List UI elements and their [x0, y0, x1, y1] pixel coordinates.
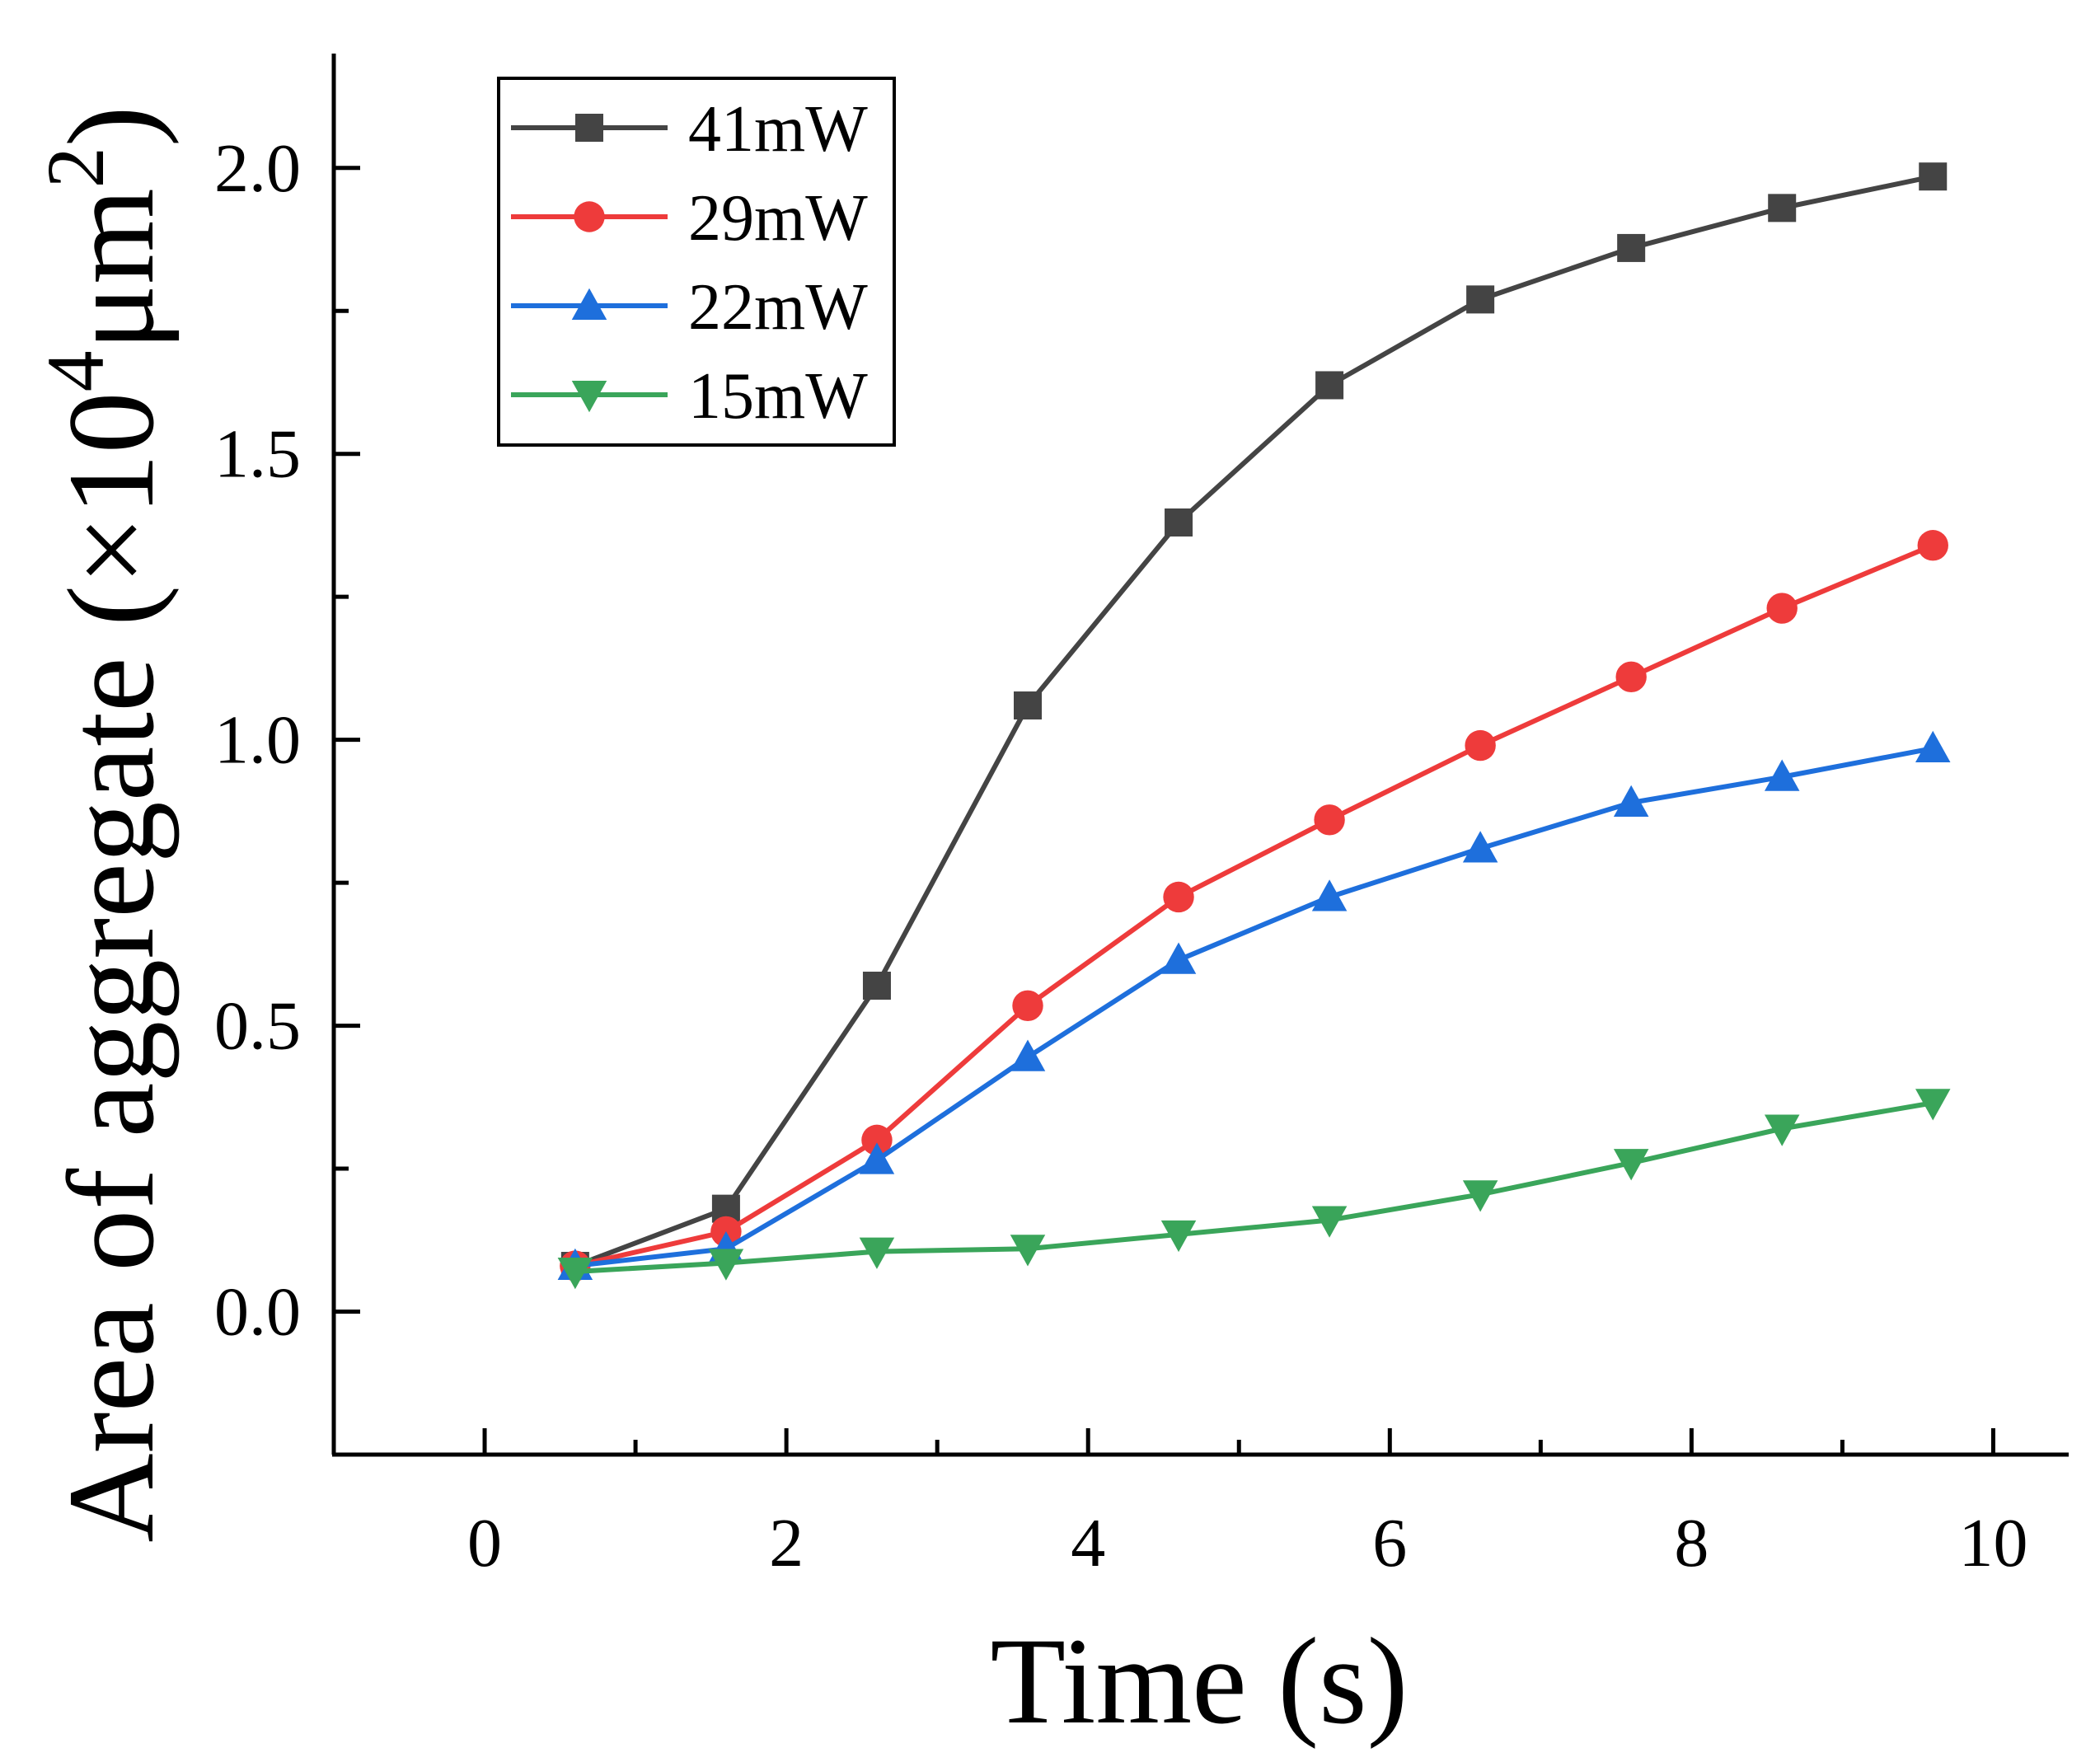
y-axis-title-suffix: )	[43, 105, 180, 147]
y-tick-label: 1.0	[214, 702, 301, 779]
series-line	[574, 1100, 1934, 1274]
square-marker	[1014, 691, 1042, 720]
y-axis-title-prefix: Area of aggregate (×10	[43, 391, 180, 1542]
legend: 41mW 29mW 22mW 15mW	[497, 77, 896, 447]
series-line	[574, 174, 1934, 1268]
x-tick-label: 0	[467, 1505, 502, 1582]
y-tick-label: 0.0	[214, 1274, 301, 1351]
x-tick-label: 8	[1674, 1505, 1709, 1582]
circle-marker	[861, 1124, 893, 1156]
series-layer	[557, 162, 1951, 1290]
circle-marker	[1615, 661, 1647, 693]
legend-label: 15mW	[688, 360, 868, 433]
triangle-up-marker	[1010, 1039, 1046, 1071]
square-marker	[1315, 371, 1344, 400]
square-marker	[575, 114, 603, 142]
triangle-up-marker	[859, 1142, 895, 1174]
legend-label: 22mW	[688, 271, 868, 344]
triangle-down-marker	[1915, 1089, 1951, 1121]
square-marker	[1617, 233, 1646, 262]
y-tick-label: 0.5	[214, 988, 301, 1065]
triangle-up-marker	[1462, 831, 1498, 863]
triangle-down-marker	[571, 381, 607, 413]
triangle-down-marker	[557, 1257, 593, 1290]
square-marker	[1768, 194, 1797, 223]
triangle-up-marker	[571, 288, 607, 320]
circle-marker	[574, 201, 605, 232]
axes: 0 2 4 6 8 10 0.0 0.5 1.0 1.5 2.0	[214, 54, 2069, 1582]
triangle-up-marker	[1613, 785, 1649, 817]
square-marker	[1165, 508, 1193, 537]
y-axis-title-unit: μm	[43, 188, 180, 350]
triangle-down-marker	[859, 1237, 895, 1269]
square-marker	[862, 972, 891, 1000]
triangle-down-marker	[1764, 1114, 1800, 1146]
series-22mW	[557, 730, 1951, 1281]
square-marker	[1919, 162, 1948, 191]
y-axis-title: Area of aggregate (×104μm2)	[30, 105, 180, 1542]
triangle-up-marker	[1915, 730, 1951, 763]
legend-label: 29mW	[688, 182, 868, 255]
triangle-down-marker	[1010, 1235, 1046, 1267]
series-15mW	[557, 1089, 1951, 1290]
circle-marker	[1766, 593, 1798, 624]
square-marker	[1466, 285, 1495, 314]
triangle-up-marker	[1764, 759, 1800, 791]
triangle-down-marker	[1311, 1206, 1348, 1238]
triangle-up-marker	[1311, 879, 1348, 911]
legend-item-15mW: 15mW	[511, 360, 868, 433]
y-tick-label: 2.0	[214, 130, 301, 207]
x-axis-title: Time (s)	[990, 1613, 1408, 1750]
series-line	[574, 542, 1934, 1268]
triangle-down-marker	[1613, 1149, 1649, 1181]
triangle-up-marker	[1160, 942, 1197, 974]
triangle-down-marker	[1462, 1180, 1498, 1212]
legend-item-29mW: 29mW	[511, 182, 868, 255]
series-line	[574, 746, 1934, 1269]
circle-marker	[1012, 990, 1043, 1022]
x-tick-label: 2	[769, 1505, 804, 1582]
legend-label: 41mW	[688, 93, 868, 166]
legend-box	[497, 77, 896, 447]
legend-item-41mW: 41mW	[511, 93, 868, 166]
y-tick-label: 1.5	[214, 416, 301, 493]
circle-marker	[1163, 881, 1194, 913]
series-29mW	[560, 530, 1948, 1282]
legend-item-22mW: 22mW	[511, 271, 868, 344]
x-tick-label: 4	[1071, 1505, 1105, 1582]
circle-marker	[1465, 729, 1496, 762]
x-tick-label: 6	[1372, 1505, 1407, 1582]
circle-marker	[1314, 804, 1345, 836]
y-axis-title-exponent-1: 4	[30, 350, 121, 391]
x-tick-label: 10	[1958, 1505, 2027, 1582]
y-axis-title-exponent-2: 2	[30, 147, 121, 188]
triangle-down-marker	[1160, 1220, 1197, 1253]
triangle-down-marker	[708, 1249, 744, 1281]
circle-marker	[1917, 530, 1948, 561]
